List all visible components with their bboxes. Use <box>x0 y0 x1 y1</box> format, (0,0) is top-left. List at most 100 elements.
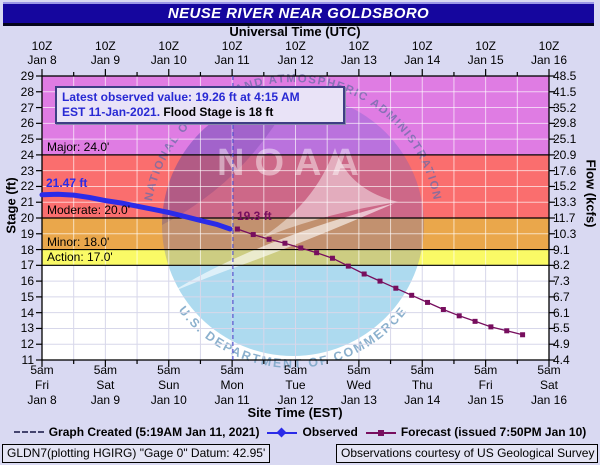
flow-tick-label: 5.5 <box>553 321 570 336</box>
noaa-logo-circle <box>168 265 418 356</box>
flow-axis-title: Flow (kcfs) <box>583 159 599 228</box>
forecast-point-marker <box>234 226 240 232</box>
zone-label-major: Major: 24.0' <box>47 139 110 154</box>
flow-tick-label: 10.3 <box>553 226 577 241</box>
est-day-label: Sun <box>158 378 180 392</box>
zone-label-action: Action: 17.0' <box>47 250 113 265</box>
forecast-point-marker <box>250 232 256 238</box>
est-day-label: Sat <box>539 378 558 392</box>
forecast-point-marker <box>456 313 462 319</box>
est-date-label: Jan 16 <box>530 393 568 407</box>
utc-hour-label: 10Z <box>411 39 433 53</box>
utc-date-label: Jan 9 <box>90 53 121 67</box>
est-hour-label: 5am <box>283 363 308 377</box>
utc-date-label: Jan 10 <box>150 53 187 67</box>
utc-hour-label: 10Z <box>221 39 243 53</box>
axis-ticks <box>36 69 555 367</box>
forecast-point-marker <box>361 271 367 277</box>
forecast-point-marker <box>409 292 415 298</box>
observations-credit-box: Observations courtesy of US Geological S… <box>336 444 598 463</box>
zone-label-minor: Minor: 18.0' <box>47 234 110 249</box>
title-bar: NEUSE RIVER NEAR GOLDSBORO <box>3 2 594 26</box>
stage-tick-label: 20 <box>20 211 34 225</box>
stage-tick-label: 12 <box>20 337 34 352</box>
est-day-label: Mon <box>220 378 244 392</box>
noaa-gull-icon <box>170 203 395 293</box>
est-date-label: Jan 10 <box>150 393 187 407</box>
utc-date-label: Jan 8 <box>27 53 57 67</box>
stage-tick-label: 17 <box>20 258 34 273</box>
forecast-point-marker <box>425 299 431 305</box>
stage-tick-label: 28 <box>20 84 34 99</box>
callout-flood-stage: Flood Stage is 18 ft <box>160 105 274 119</box>
forecast-point-marker <box>440 307 446 313</box>
forecast-point-marker <box>488 324 494 330</box>
stage-tick-label: 11 <box>21 353 34 367</box>
utc-hour-label: 10Z <box>158 39 180 53</box>
stage-tick-label: 29 <box>20 69 34 83</box>
observed-line-sample-icon <box>267 427 298 437</box>
utc-hour-label: 10Z <box>31 39 53 53</box>
est-day-label: Tue <box>285 378 306 392</box>
flow-tick-label: 48.5 <box>553 69 577 83</box>
est-date-label: Jan 15 <box>467 393 504 407</box>
stage-tick-label: 18 <box>20 242 34 257</box>
forecast-point-marker <box>266 236 272 242</box>
est-day-label: Sat <box>96 378 115 392</box>
flow-tick-label: 6.1 <box>553 305 570 320</box>
est-hour-label: 5am <box>410 363 434 377</box>
stage-tick-label: 27 <box>20 100 34 115</box>
est-date-label: Jan 12 <box>277 393 314 407</box>
forecast-point-marker <box>314 250 320 256</box>
top-axis-title: Universal Time (UTC) <box>229 24 361 39</box>
flow-tick-label: 20.9 <box>553 147 577 162</box>
est-date-label: Jan 11 <box>214 393 250 407</box>
flow-tick-label: 4.9 <box>553 337 570 352</box>
noaa-wordmark: NOAA <box>217 142 369 184</box>
forecast-point-marker <box>377 278 383 284</box>
legend-forecast-label: Forecast (issued 7:50PM Jan 10) <box>400 425 587 439</box>
utc-date-label: Jan 15 <box>467 53 504 67</box>
flow-tick-label: 35.2 <box>553 100 577 115</box>
est-date-label: Jan 14 <box>404 393 441 407</box>
page-title: NEUSE RIVER NEAR GOLDSBORO <box>167 5 430 22</box>
bottom-axis-title: Site Time (EST) <box>247 405 343 420</box>
flow-tick-label: 29.8 <box>553 116 577 131</box>
utc-hour-label: 10Z <box>285 39 306 53</box>
callout-observed-date: EST 11-Jan-2021. <box>62 105 161 119</box>
latest-observed-callout: Latest observed value: 19.26 ft at 4:15 … <box>55 86 345 124</box>
stage-tick-label: 23 <box>20 163 34 178</box>
stage-tick-label: 16 <box>20 274 34 289</box>
forecast-point-marker <box>504 328 510 334</box>
legend: Graph Created (5:19AM Jan 11, 2021) Obse… <box>0 425 600 439</box>
est-day-label: Thu <box>411 378 433 392</box>
utc-date-label: Jan 12 <box>277 53 314 67</box>
est-hour-label: 5am <box>93 363 118 377</box>
forecast-point-marker <box>298 245 304 251</box>
est-day-label: Fri <box>35 378 49 392</box>
stage-tick-label: 13 <box>20 321 34 336</box>
flow-tick-label: 7.3 <box>553 274 570 289</box>
est-hour-label: 5am <box>473 363 498 377</box>
legend-observed-label: Observed <box>302 425 358 439</box>
stage-tick-label: 21 <box>20 195 34 210</box>
gage-info-box: GLDN7(plotting HGIRG) "Gage 0" Datum: 42… <box>2 444 270 463</box>
forecast-point-marker <box>472 318 478 324</box>
stage-tick-label: 25 <box>20 132 34 147</box>
est-hour-label: 5am <box>157 363 181 377</box>
est-hour-label: 5am <box>30 363 54 377</box>
forecast-point-marker <box>520 332 526 338</box>
stage-tick-label: 22 <box>20 179 34 194</box>
forecast-point-marker <box>329 255 335 261</box>
stage-tick-label: 15 <box>20 289 34 304</box>
flow-tick-label: 8.2 <box>553 258 570 273</box>
flow-tick-label: 6.7 <box>553 289 570 304</box>
flow-tick-label: 9.1 <box>553 242 570 257</box>
forecast-point-marker <box>282 240 288 246</box>
est-date-label: Jan 8 <box>27 393 57 407</box>
est-hour-label: 5am <box>347 363 371 377</box>
est-date-label: Jan 13 <box>340 393 377 407</box>
utc-hour-label: 10Z <box>538 39 560 53</box>
